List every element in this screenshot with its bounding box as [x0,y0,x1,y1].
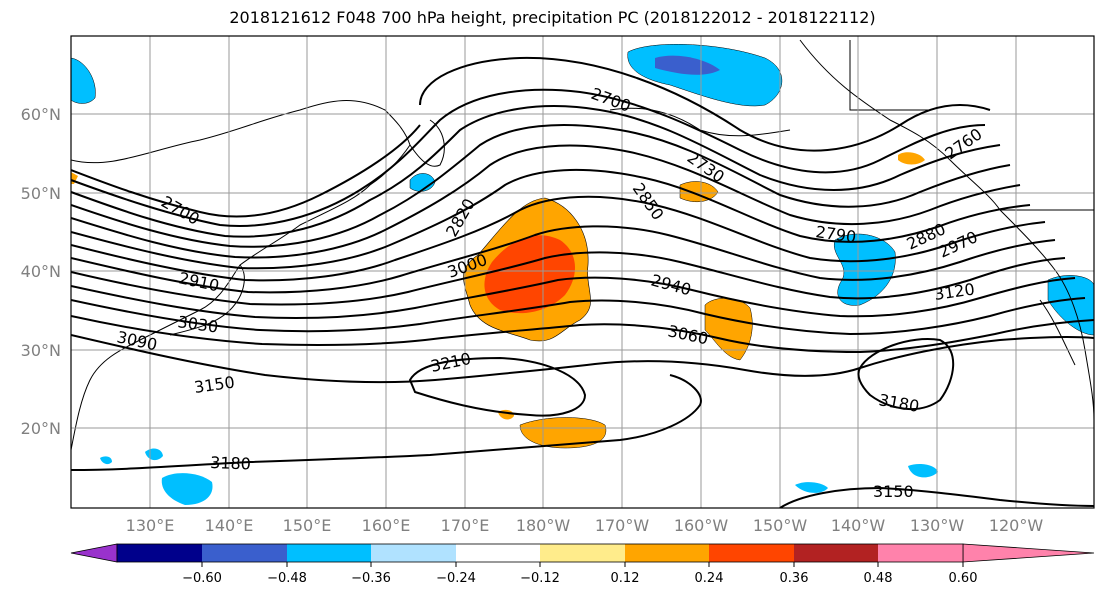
lat-label: 30°N [21,341,61,360]
contour-k [71,315,1094,354]
contour-3180-south [71,374,702,471]
lon-label: 170°W [595,516,650,535]
lat-label: 60°N [21,105,61,124]
contour-h [71,251,1066,306]
precip-negative-blob-se2 [795,482,828,493]
colorbar-segment [794,544,878,562]
coast-alaska [799,39,1001,211]
precip-negative-blob-se [908,464,938,478]
colorbar-tick-label: −0.48 [267,571,307,586]
contour-3150-south [779,486,1094,508]
lat-label: 40°N [21,262,61,281]
colorbar-tick-label: 0.36 [780,571,809,586]
lon-label: 150°E [283,516,332,535]
precip-negative-blob-sw [161,473,213,505]
contour-g [71,225,1056,294]
precip-positive-blob-east1 [679,181,719,203]
colorbar-tick-label: 0.12 [611,571,640,586]
lat-axis: 60°N 50°N 40°N 30°N 20°N [21,105,61,438]
colorbar-ticks [201,562,964,567]
colorbar-min-arrow [70,543,118,563]
colorbar-max-arrow [962,543,1095,563]
contour-b [71,105,1001,238]
precip-strong-blob-central [484,235,576,314]
contour-i [71,276,1076,319]
coast-baja [1039,299,1076,366]
plot-frame [70,35,1095,509]
lon-label: 150°W [753,516,808,535]
colorbar-tick-label: −0.12 [520,571,560,586]
colorbar-segment [878,544,963,562]
colorbar-tick-label: 0.60 [949,571,978,586]
precip-positive-blob-alaska [898,152,925,165]
colorbar-segment [117,544,202,562]
contour-d [71,144,1021,259]
colorbar-tick-label: −0.36 [351,571,391,586]
contour-2700-ridge [419,56,991,152]
lon-label: 140°W [831,516,886,535]
lon-label: 130°E [126,516,175,535]
coast-asia [71,100,411,451]
lon-label: 130°W [910,516,965,535]
lon-label: 120°W [989,516,1044,535]
precip-shading [71,44,1094,505]
contour-f [71,195,1046,282]
precip-negative-blob-gulf [833,233,896,306]
contour-3150 [71,334,1094,384]
contour-j [71,297,1086,336]
colorbar-tick-label: −0.24 [436,571,476,586]
coastlines [71,39,1094,451]
colorbar-segment [371,544,456,562]
contour-c [71,124,1011,248]
coast-north-america [999,209,1094,421]
page-title: 2018121612 F048 700 hPa height, precipit… [229,8,876,27]
lon-axis: 130°E 140°E 150°E 160°E 170°E 180°W 170°… [126,516,1044,535]
precip-negative-core-bering [655,55,720,75]
colorbar-segment [456,544,540,562]
colorbar-tick-label: −0.60 [182,571,222,586]
contour-3180-closed-east [857,338,955,411]
colorbar-segment [625,544,709,562]
colorbar-segment [540,544,625,562]
lon-label: 160°W [674,516,729,535]
lon-label: 170°E [441,516,490,535]
contour-2700-west [71,124,421,218]
precip-negative-blob-tiny [100,456,112,465]
coast-japan [169,264,245,336]
colorbar-segment [287,544,371,562]
contour-3210-closed [408,356,587,417]
contour-label: 3180 [210,453,251,473]
height-contours [71,56,1094,508]
colorbar-segment [709,544,794,562]
precip-positive-blob-south1 [519,417,607,449]
contour-label: 3150 [873,482,914,501]
coast-canada-north [849,40,930,111]
colorbar-tick-label: 0.48 [864,571,893,586]
precip-negative-blob-nw [71,57,96,104]
contour-e [71,168,1031,270]
coast-kamchatka [409,119,445,167]
colorbar: −0.60 −0.48 −0.36 −0.24 −0.12 0.12 0.24 … [70,543,1095,586]
lon-label: 160°E [362,516,411,535]
colorbar-segment [202,544,287,562]
lat-label: 20°N [21,419,61,438]
lat-label: 50°N [21,184,61,203]
lon-label: 180°W [516,516,571,535]
lon-label: 140°E [205,516,254,535]
contour-a [71,88,986,227]
colorbar-tick-label: 0.24 [695,571,724,586]
